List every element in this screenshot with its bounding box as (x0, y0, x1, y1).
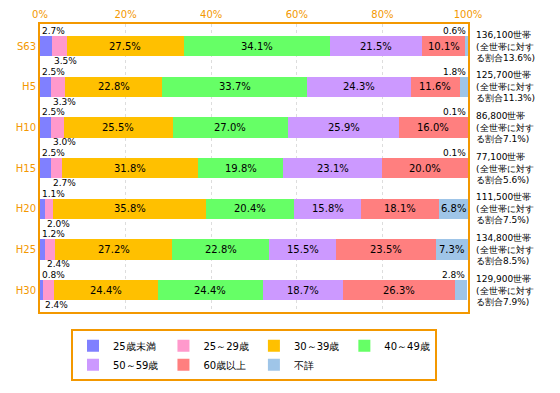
svg-text:23.1%: 23.1% (317, 163, 349, 174)
svg-text:31.8%: 31.8% (114, 163, 146, 174)
svg-text:2.0%: 2.0% (47, 219, 70, 229)
svg-text:134,800世帯(全世帯に対する割合8.5%): 134,800世帯(全世帯に対する割合8.5%) (476, 233, 534, 266)
svg-text:20.0%: 20.0% (409, 163, 441, 174)
svg-text:136,100世帯(全世帯に対する割合13.6%): 136,100世帯(全世帯に対する割合13.6%) (476, 30, 535, 63)
svg-text:40～49歳: 40～49歳 (384, 341, 429, 352)
svg-text:40%: 40% (200, 9, 222, 20)
svg-text:24.4%: 24.4% (90, 285, 122, 296)
svg-text:H5: H5 (22, 81, 36, 92)
svg-text:24.3%: 24.3% (343, 81, 375, 92)
svg-text:6.8%: 6.8% (441, 203, 466, 214)
svg-text:3.0%: 3.0% (53, 137, 76, 147)
svg-text:50～59歳: 50～59歳 (113, 360, 158, 371)
svg-text:15.5%: 15.5% (287, 244, 319, 255)
svg-text:60歳以上: 60歳以上 (203, 360, 246, 371)
svg-text:60%: 60% (286, 9, 308, 20)
svg-text:2.7%: 2.7% (53, 178, 76, 188)
svg-text:26.3%: 26.3% (383, 285, 415, 296)
svg-text:2.5%: 2.5% (42, 67, 65, 77)
svg-text:16.0%: 16.0% (417, 122, 449, 133)
svg-text:2.5%: 2.5% (42, 107, 65, 117)
svg-text:3.5%: 3.5% (54, 56, 77, 66)
svg-text:27.5%: 27.5% (109, 41, 141, 52)
svg-text:30～39歳: 30～39歳 (294, 341, 339, 352)
svg-text:21.5%: 21.5% (360, 41, 392, 52)
svg-text:25～29歳: 25～29歳 (203, 341, 248, 352)
svg-text:15.8%: 15.8% (312, 203, 344, 214)
svg-text:34.1%: 34.1% (241, 41, 273, 52)
svg-text:不詳: 不詳 (294, 360, 314, 371)
svg-text:0.8%: 0.8% (42, 270, 65, 280)
svg-text:27.2%: 27.2% (98, 244, 130, 255)
svg-text:1.8%: 1.8% (443, 67, 466, 77)
svg-text:2.4%: 2.4% (47, 259, 70, 269)
svg-text:20.4%: 20.4% (234, 203, 266, 214)
svg-text:1.2%: 1.2% (42, 229, 65, 239)
svg-text:10.1%: 10.1% (428, 41, 460, 52)
svg-text:11.6%: 11.6% (419, 81, 451, 92)
svg-text:125,700世帯(全世帯に対する割合11.3%): 125,700世帯(全世帯に対する割合11.3%) (476, 70, 535, 103)
svg-text:3.3%: 3.3% (53, 97, 76, 107)
svg-text:25歳未満: 25歳未満 (113, 341, 156, 352)
svg-text:1.1%: 1.1% (42, 189, 65, 199)
svg-text:111,500世帯(全世帯に対する割合7.5%): 111,500世帯(全世帯に対する割合7.5%) (476, 192, 534, 225)
svg-text:22.8%: 22.8% (98, 81, 130, 92)
svg-text:129,900世帯(全世帯に対する割合7.9%): 129,900世帯(全世帯に対する割合7.9%) (476, 274, 534, 307)
svg-text:33.7%: 33.7% (219, 81, 251, 92)
svg-text:7.3%: 7.3% (439, 244, 464, 255)
svg-text:0.1%: 0.1% (443, 107, 466, 117)
svg-text:H10: H10 (16, 122, 36, 133)
svg-text:25.9%: 25.9% (328, 122, 360, 133)
svg-text:H30: H30 (16, 285, 36, 296)
svg-text:80%: 80% (371, 9, 393, 20)
svg-text:0.1%: 0.1% (443, 148, 466, 158)
svg-text:2.7%: 2.7% (42, 26, 65, 36)
svg-text:2.8%: 2.8% (442, 270, 465, 280)
svg-text:77,100世帯(全世帯に対する割合5.6%): 77,100世帯(全世帯に対する割合5.6%) (476, 152, 534, 185)
svg-text:24.4%: 24.4% (194, 285, 226, 296)
svg-text:20%: 20% (114, 9, 136, 20)
svg-text:22.8%: 22.8% (205, 244, 237, 255)
svg-text:H20: H20 (16, 203, 36, 214)
svg-text:2.5%: 2.5% (42, 148, 65, 158)
svg-text:0.6%: 0.6% (443, 26, 466, 36)
svg-text:19.8%: 19.8% (225, 163, 257, 174)
svg-text:27.0%: 27.0% (214, 122, 246, 133)
svg-text:H25: H25 (16, 244, 36, 255)
svg-text:2.4%: 2.4% (45, 300, 68, 310)
svg-text:100%: 100% (454, 9, 483, 20)
svg-text:35.8%: 35.8% (114, 203, 146, 214)
svg-text:H15: H15 (16, 163, 36, 174)
svg-text:0%: 0% (32, 9, 48, 20)
svg-text:23.5%: 23.5% (370, 244, 402, 255)
svg-text:18.7%: 18.7% (287, 285, 319, 296)
svg-text:18.1%: 18.1% (384, 203, 416, 214)
svg-text:86,800世帯(全世帯に対する割合7.1%): 86,800世帯(全世帯に対する割合7.1%) (476, 111, 534, 144)
svg-text:25.5%: 25.5% (102, 122, 134, 133)
svg-text:S63: S63 (17, 41, 36, 52)
